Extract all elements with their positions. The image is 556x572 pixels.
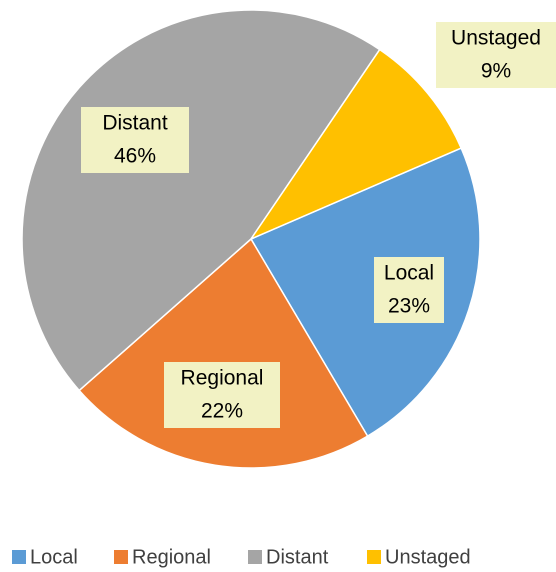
data-label-name: Unstaged	[451, 27, 541, 50]
data-label-box	[81, 107, 189, 173]
data-label-box	[164, 362, 280, 428]
legend-label: Distant	[266, 546, 329, 568]
legend-swatch	[367, 550, 381, 564]
pie-slice	[78, 237, 369, 469]
data-label-value: 23%	[388, 295, 430, 318]
pie-slice	[249, 147, 481, 438]
data-label-value: 46%	[114, 145, 156, 168]
data-label-value: 9%	[481, 60, 511, 83]
legend-label: Unstaged	[385, 546, 471, 568]
legend-label: Regional	[132, 546, 211, 568]
legend-swatch	[12, 550, 26, 564]
data-label-name: Regional	[181, 367, 264, 390]
data-label-box	[374, 257, 444, 323]
pie-slice	[21, 9, 381, 392]
legend-swatch	[114, 550, 128, 564]
legend: Local Regional Distant Unstaged	[12, 546, 471, 568]
data-label-box	[436, 22, 556, 88]
data-label-value: 22%	[201, 400, 243, 423]
data-label-name: Local	[384, 262, 434, 285]
pie-slice	[248, 48, 463, 241]
legend-label: Local	[30, 546, 78, 568]
data-label-name: Distant	[102, 112, 168, 135]
legend-swatch	[248, 550, 262, 564]
